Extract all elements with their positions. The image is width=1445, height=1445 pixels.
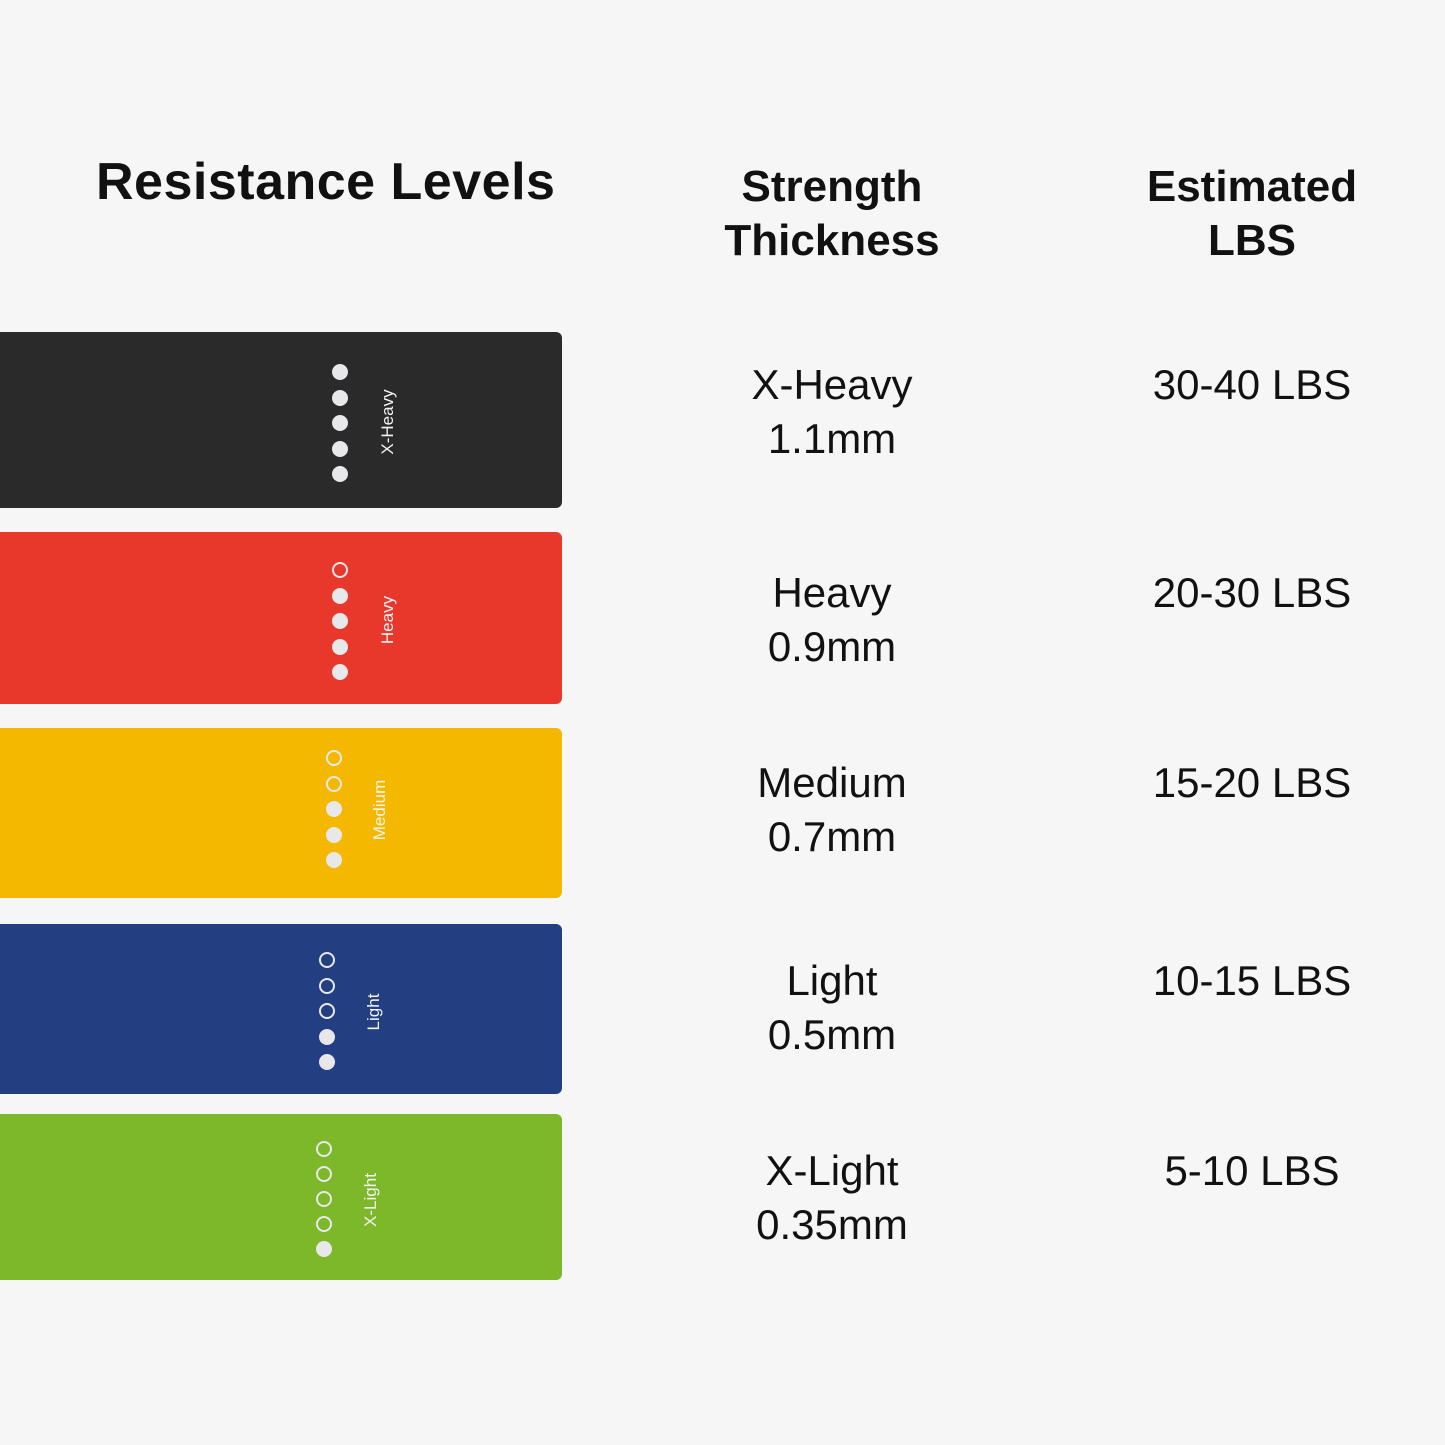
resistance-dot [319, 1028, 335, 1045]
estimated-lbs-cell: 5-10 LBS [1164, 1147, 1340, 1194]
strength-thickness-cell: Medium 0.7mm [652, 756, 1012, 864]
resistance-dot [319, 1054, 335, 1070]
resistance-dot [332, 389, 348, 406]
thickness-value: 0.5mm [767, 1011, 897, 1058]
resistance-dot [332, 364, 348, 380]
resistance-dot [332, 415, 348, 431]
band-light: Light [0, 924, 562, 1094]
column-header-strength-thickness: Strength Thickness [652, 160, 1012, 268]
band-medium: Medium [0, 728, 562, 898]
strength-level: Heavy [772, 569, 892, 616]
resistance-dot [316, 1216, 332, 1232]
strength-thickness-cell: X-Heavy 1.1mm [652, 358, 1012, 466]
column-header-estimated-lbs: Estimated LBS [1072, 160, 1432, 268]
strength-level: Light [786, 957, 878, 1004]
band-level-label: X-Light [361, 1173, 380, 1227]
strength-thickness-cell: X-Light 0.35mm [652, 1144, 1012, 1252]
resistance-dot [319, 1003, 335, 1019]
band-level-label: Heavy [378, 595, 397, 645]
resistance-dots [313, 1141, 335, 1257]
resistance-dot [326, 852, 342, 868]
resistance-dot [316, 1141, 332, 1157]
strength-thickness-cell: Heavy 0.9mm [652, 566, 1012, 674]
thickness-value: 0.9mm [767, 623, 897, 670]
resistance-dot [319, 977, 335, 994]
resistance-dot [316, 1191, 332, 1207]
thickness-value: 0.7mm [767, 813, 897, 860]
resistance-dot [326, 801, 342, 817]
resistance-dot [332, 562, 348, 578]
resistance-dot [316, 1241, 332, 1257]
band-level-label: Medium [370, 779, 389, 841]
resistance-dot [332, 613, 348, 629]
band-level-label: X-Heavy [378, 389, 397, 455]
estimated-lbs-cell: 15-20 LBS [1152, 759, 1352, 806]
strength-level: X-Light [765, 1147, 899, 1194]
resistance-dots [329, 562, 351, 680]
band-x-light: X-Light [0, 1114, 562, 1280]
page-title: Resistance Levels [96, 153, 556, 211]
strength-thickness-cell: Light 0.5mm [652, 954, 1012, 1062]
band-level-label: Light [364, 993, 383, 1031]
resistance-dot [326, 750, 342, 766]
column-header-line: LBS [1208, 216, 1296, 265]
resistance-dot [326, 826, 342, 843]
resistance-dot [316, 1166, 332, 1182]
column-header-line: Thickness [724, 216, 940, 265]
column-header-line: Strength [741, 162, 923, 211]
estimated-lbs-cell: 30-40 LBS [1152, 361, 1352, 408]
resistance-dots [329, 364, 351, 482]
band-heavy: Heavy [0, 532, 562, 704]
thickness-value: 1.1mm [767, 415, 897, 462]
thickness-value: 0.35mm [756, 1201, 908, 1248]
band-x-heavy: X-Heavy [0, 332, 562, 508]
estimated-lbs-cell: 10-15 LBS [1152, 957, 1352, 1004]
resistance-dot [332, 440, 348, 457]
resistance-dots [316, 952, 338, 1070]
resistance-dot [332, 466, 348, 482]
resistance-dot [326, 775, 342, 792]
strength-level: X-Heavy [751, 361, 913, 408]
estimated-lbs-cell: 20-30 LBS [1152, 569, 1352, 616]
resistance-dot [319, 952, 335, 968]
strength-level: Medium [757, 759, 907, 806]
column-header-line: Estimated [1146, 162, 1358, 211]
resistance-dot [332, 638, 348, 655]
resistance-dot [332, 587, 348, 604]
resistance-dots [323, 750, 345, 868]
resistance-dot [332, 664, 348, 680]
